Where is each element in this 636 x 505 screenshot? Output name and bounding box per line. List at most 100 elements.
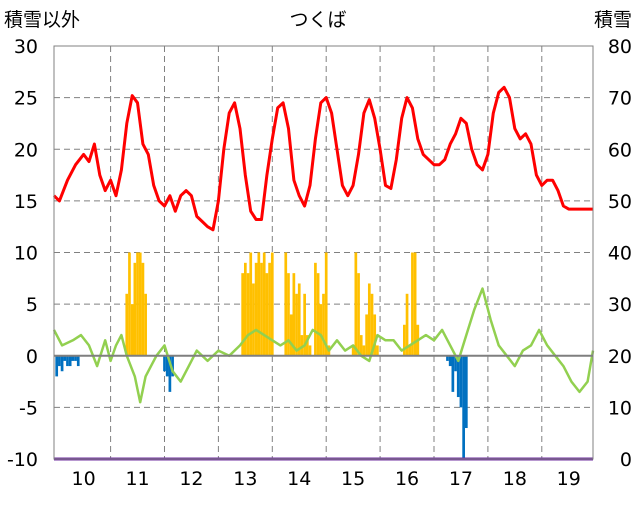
x-tick-label: 13	[233, 468, 257, 490]
bars	[55, 252, 468, 459]
right-tick-label: 0	[620, 449, 632, 471]
orange-bar	[284, 252, 288, 356]
blue-bar	[451, 355, 455, 392]
blue-bar	[66, 355, 69, 367]
orange-bar	[260, 262, 263, 356]
orange-bar	[365, 314, 368, 356]
left-tick-label: 0	[26, 346, 38, 368]
right-tick-label: 80	[608, 36, 632, 58]
left-axis-label: 積雪以外	[4, 9, 80, 31]
blue-bar	[55, 355, 59, 377]
blue-bar	[63, 355, 67, 361]
right-axis-label: 積雪	[594, 9, 632, 31]
blue-bar	[71, 355, 75, 361]
orange-bar	[354, 252, 358, 356]
orange-bar	[257, 252, 261, 356]
orange-bar	[125, 293, 129, 356]
blue-bar	[76, 355, 80, 367]
orange-bar	[252, 283, 255, 356]
chart-title: つくば	[289, 9, 346, 31]
blue-bar	[446, 355, 449, 361]
right-tick-label: 10	[608, 397, 632, 419]
orange-bar	[133, 262, 137, 356]
blue-bar	[163, 355, 166, 372]
right-tick-label: 70	[608, 88, 632, 110]
right-tick-label: 50	[608, 191, 632, 213]
left-tick-label: -10	[7, 449, 38, 471]
right-tick-label: 60	[608, 139, 632, 161]
left-tick-label: -5	[19, 397, 38, 419]
x-tick-label: 14	[287, 468, 311, 490]
orange-bar	[305, 335, 309, 356]
orange-bar	[254, 262, 258, 356]
blue-bar	[165, 355, 169, 377]
orange-bar	[405, 293, 409, 356]
right-tick-label: 30	[608, 294, 632, 316]
grid	[54, 45, 593, 459]
red-series-line	[52, 85, 593, 232]
orange-bar	[359, 335, 363, 356]
blue-bar	[456, 355, 460, 398]
orange-bar	[403, 324, 406, 356]
blue-bar	[459, 355, 463, 408]
orange-bar	[289, 314, 293, 356]
orange-bar	[300, 335, 304, 356]
orange-bar	[292, 273, 296, 356]
orange-bar	[249, 252, 253, 356]
green-series-line	[52, 287, 595, 404]
orange-bar	[138, 252, 142, 356]
x-tick-label: 15	[341, 468, 365, 490]
blue-bar	[462, 355, 465, 459]
orange-bar	[370, 293, 374, 356]
x-tick-label: 16	[395, 468, 419, 490]
orange-bar	[136, 252, 139, 356]
orange-bar	[351, 345, 355, 356]
left-tick-label: 10	[14, 243, 38, 265]
orange-bar	[128, 252, 131, 356]
blue-bar	[464, 355, 468, 429]
blue-bar	[168, 355, 172, 392]
blue-bar	[454, 355, 457, 372]
plot-frame	[53, 45, 594, 460]
orange-bar	[241, 273, 244, 356]
orange-bar	[246, 273, 250, 356]
left-tick-label: 30	[14, 36, 38, 58]
orange-bar	[357, 273, 360, 356]
blue-bar	[60, 355, 64, 372]
orange-bar	[376, 345, 379, 356]
x-tick-label: 11	[125, 468, 149, 490]
orange-bar	[297, 283, 301, 356]
orange-bar	[411, 252, 414, 356]
blue-bar	[448, 355, 452, 367]
left-tick-label: 25	[14, 88, 38, 110]
orange-bar	[308, 345, 312, 356]
left-tick-label: 5	[26, 294, 38, 316]
right-tick-label: 40	[608, 243, 632, 265]
orange-bar	[324, 252, 328, 356]
axes	[53, 45, 594, 460]
orange-bar	[413, 252, 417, 356]
orange-bar	[130, 304, 134, 356]
x-tick-label: 10	[72, 468, 96, 490]
right-tick-label: 20	[608, 346, 632, 368]
x-tick-label: 12	[179, 468, 203, 490]
orange-bar	[243, 262, 247, 356]
orange-bar	[408, 345, 412, 356]
orange-bar	[319, 304, 323, 356]
x-tick-label: 19	[557, 468, 581, 490]
x-tick-label: 18	[503, 468, 527, 490]
orange-bar	[265, 273, 269, 356]
orange-bar	[270, 252, 274, 356]
orange-bar	[367, 283, 371, 356]
blue-bar	[74, 355, 77, 361]
orange-bar	[287, 273, 290, 356]
orange-bar	[314, 262, 317, 356]
orange-bar	[144, 293, 147, 356]
orange-bar	[262, 252, 266, 356]
blue-bar	[171, 355, 174, 377]
orange-bar	[322, 293, 325, 356]
orange-bar	[268, 262, 271, 356]
blue-bar	[68, 355, 72, 367]
